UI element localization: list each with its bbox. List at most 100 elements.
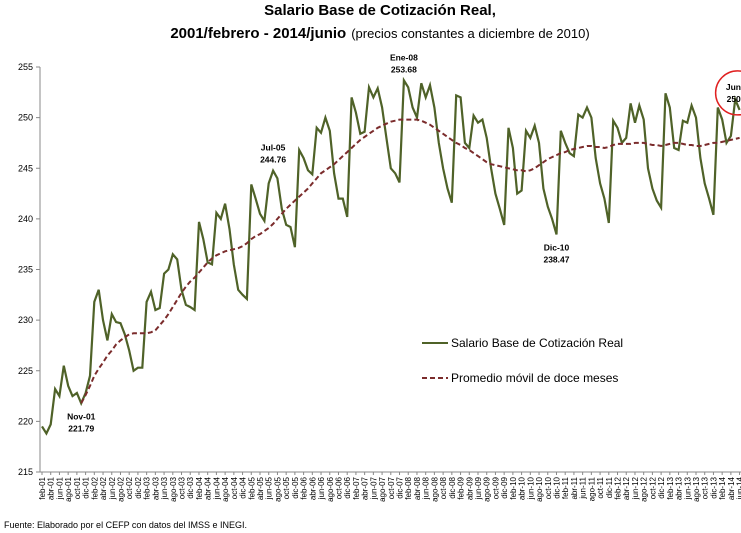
x-tick-label: feb-08	[404, 476, 413, 499]
x-tick-label: oct-08	[439, 476, 448, 499]
x-tick-label: dic-10	[552, 476, 561, 498]
x-tick-label: abr-09	[465, 476, 474, 500]
y-tick-label: 235	[18, 265, 33, 275]
x-tick-label: jun-01	[55, 476, 64, 500]
x-tick-label: ago-01	[64, 476, 73, 501]
x-tick-label: abr-05	[256, 476, 265, 500]
annotation-label: Dic-10	[544, 242, 570, 252]
y-tick-label: 255	[18, 62, 33, 72]
x-tick-label: feb-02	[90, 476, 99, 499]
x-tick-label: oct-01	[73, 476, 82, 499]
x-tick-label: jun-10	[526, 476, 535, 500]
x-tick-label: jun-12	[631, 476, 640, 500]
x-tick-label: oct-09	[491, 476, 500, 499]
x-tick-label: ago-04	[221, 476, 230, 501]
x-tick-label: abr-08	[413, 476, 422, 500]
series-line	[80, 118, 740, 404]
annotation-label: Ene-08	[390, 52, 418, 62]
x-tick-label: oct-10	[544, 476, 553, 499]
annotation-value: 250.76	[727, 94, 741, 104]
legend-label: Salario Base de Cotización Real	[451, 336, 623, 350]
x-tick-label: jun-13	[683, 476, 692, 500]
x-tick-label: jun-07	[369, 476, 378, 500]
x-tick-label: jun-09	[474, 476, 483, 500]
y-tick-label: 240	[18, 214, 33, 224]
series-line	[41, 76, 741, 436]
y-tick-label: 215	[18, 467, 33, 477]
x-tick-label: ago-03	[169, 476, 178, 501]
x-tick-label: jun-14	[736, 476, 741, 500]
x-tick-label: jun-05	[265, 476, 274, 500]
y-tick-label: 225	[18, 366, 33, 376]
x-tick-label: abr-11	[570, 476, 579, 499]
x-tick-label: feb-01	[38, 476, 47, 499]
x-tick-label: dic-13	[709, 476, 718, 498]
x-tick-label: abr-02	[99, 476, 108, 500]
x-tick-label: abr-13	[675, 476, 684, 500]
x-tick-label: feb-07	[352, 476, 361, 499]
x-tick-label: abr-04	[204, 476, 213, 500]
x-tick-label: ago-09	[483, 476, 492, 501]
annotation-value: 244.76	[260, 155, 286, 165]
x-tick-label: abr-10	[518, 476, 527, 500]
x-tick-label: feb-03	[143, 476, 152, 499]
x-tick-label: feb-14	[718, 476, 727, 499]
x-tick-label: feb-09	[457, 476, 466, 499]
x-tick-label: abr-07	[361, 476, 370, 500]
x-tick-label: jun-08	[422, 476, 431, 500]
x-tick-label: oct-02	[125, 476, 134, 499]
legend-label: Promedio móvil de doce meses	[451, 371, 618, 385]
x-tick-label: dic-12	[657, 476, 666, 498]
x-tick-label: abr-01	[47, 476, 56, 500]
x-tick-label: feb-12	[614, 476, 623, 499]
x-tick-label: abr-06	[308, 476, 317, 500]
x-tick-label: oct-11	[596, 476, 605, 498]
annotation-value: 253.68	[391, 64, 417, 74]
y-tick-label: 230	[18, 315, 33, 325]
x-tick-label: oct-13	[701, 476, 710, 499]
subtitle: (precios constantes a diciembre de 2010)	[351, 26, 589, 41]
annotation-highlight	[714, 70, 741, 116]
x-tick-label: oct-06	[334, 476, 343, 499]
x-tick-label: abr-03	[151, 476, 160, 500]
x-tick-label: jun-11	[579, 476, 588, 499]
x-tick-label: feb-06	[300, 476, 309, 499]
x-tick-label: feb-11	[561, 476, 570, 499]
x-tick-label: oct-05	[282, 476, 291, 499]
x-tick-label: ago-07	[378, 476, 387, 501]
x-tick-label: dic-03	[186, 476, 195, 498]
x-tick-label: dic-01	[82, 476, 91, 498]
x-tick-label: dic-06	[343, 476, 352, 498]
annotation-label: Jun-14	[726, 82, 741, 92]
x-tick-label: dic-09	[500, 476, 509, 498]
x-tick-label: oct-07	[387, 476, 396, 499]
x-tick-label: feb-13	[666, 476, 675, 499]
x-tick-label: dic-05	[291, 476, 300, 498]
y-tick-label: 245	[18, 163, 33, 173]
x-tick-label: jun-04	[212, 476, 221, 500]
x-tick-label: dic-08	[448, 476, 457, 498]
x-tick-label: feb-05	[247, 476, 256, 499]
x-tick-label: jun-06	[317, 476, 326, 500]
chart-title: Salario Base de Cotización Real,	[264, 2, 496, 19]
x-tick-label: dic-11	[605, 476, 614, 498]
y-tick-label: 220	[18, 416, 33, 426]
x-tick-label: oct-04	[230, 476, 239, 499]
x-tick-label: abr-14	[727, 476, 736, 500]
x-tick-label: dic-07	[396, 476, 405, 498]
x-tick-label: ago-02	[116, 476, 125, 501]
x-tick-label: ago-05	[273, 476, 282, 501]
annotation-label: Jul-05	[261, 143, 286, 153]
annotation-value: 221.79	[68, 423, 94, 433]
y-tick-label: 250	[18, 113, 33, 123]
x-tick-label: dic-02	[134, 476, 143, 498]
x-tick-label: jun-02	[108, 476, 117, 500]
x-tick-label: ago-12	[640, 476, 649, 501]
x-tick-label: jun-03	[160, 476, 169, 500]
x-tick-label: abr-12	[622, 476, 631, 500]
x-tick-label: ago-10	[535, 476, 544, 501]
annotation-label: Nov-01	[67, 411, 96, 421]
x-tick-label: oct-03	[178, 476, 187, 499]
x-tick-label: ago-08	[430, 476, 439, 501]
